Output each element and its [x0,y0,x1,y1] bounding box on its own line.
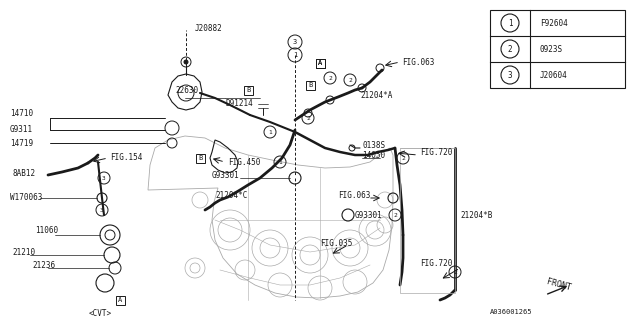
Text: 2: 2 [348,77,352,83]
Text: G93301: G93301 [355,211,383,220]
Text: 2: 2 [306,116,310,121]
Text: J20604: J20604 [540,70,568,79]
Text: 2: 2 [393,212,397,218]
Text: 3: 3 [508,70,512,79]
Text: 1: 1 [268,130,272,134]
Text: G9311: G9311 [10,124,33,133]
Text: B: B [198,155,202,161]
Text: 22630: 22630 [175,85,198,94]
Text: 21204*B: 21204*B [460,211,492,220]
Text: 21236: 21236 [32,261,55,270]
Text: FRONT: FRONT [545,277,572,292]
Bar [316,59,324,68]
Text: 1: 1 [293,52,297,58]
Text: J20882: J20882 [195,23,223,33]
Text: A: A [318,60,322,66]
Circle shape [184,60,188,64]
Text: B: B [246,87,250,93]
Bar [490,10,625,88]
Text: 0923S: 0923S [540,44,563,53]
Text: A036001265: A036001265 [490,309,532,315]
Bar [115,295,125,305]
Text: 2: 2 [401,156,405,161]
Text: 21204*A: 21204*A [360,91,392,100]
Text: 21210: 21210 [12,247,35,257]
Bar [316,59,324,68]
Text: FIG.720: FIG.720 [420,148,452,156]
Bar [400,148,455,293]
Text: FIG.063: FIG.063 [402,58,435,67]
Bar [195,154,205,163]
Text: 0138S: 0138S [362,140,385,149]
Bar [305,81,314,90]
Text: G93301: G93301 [212,171,240,180]
Text: 8AB12: 8AB12 [12,169,35,178]
Text: W170063: W170063 [10,193,42,202]
Text: FIG.063: FIG.063 [338,190,371,199]
Text: A: A [118,297,122,303]
Text: 11060: 11060 [35,226,58,235]
Text: 1: 1 [508,19,512,28]
Text: FIG.720: FIG.720 [420,259,452,268]
Text: FIG.035: FIG.035 [320,238,353,247]
Text: 21204*C: 21204*C [215,190,248,199]
Text: FIG.154: FIG.154 [110,153,142,162]
Text: FIG.450: FIG.450 [228,157,260,166]
Text: B: B [308,82,312,88]
Text: 2: 2 [328,76,332,81]
Text: A: A [318,60,322,66]
Text: D91214: D91214 [225,99,253,108]
Text: 14050: 14050 [362,150,385,159]
Text: 2: 2 [453,269,457,275]
Text: 3: 3 [293,39,297,45]
Text: F92604: F92604 [540,19,568,28]
Text: 3: 3 [102,175,106,180]
Text: 1: 1 [278,159,282,164]
Bar [243,85,253,94]
Text: <CVT>: <CVT> [88,309,111,318]
Text: 14710: 14710 [10,108,33,117]
Text: 3: 3 [100,207,104,212]
Text: 14719: 14719 [10,139,33,148]
Text: 2: 2 [508,44,512,53]
